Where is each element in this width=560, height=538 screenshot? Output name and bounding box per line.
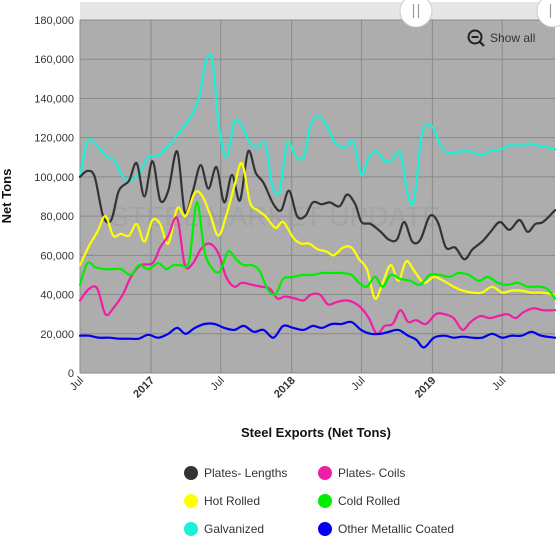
legend-swatch (318, 522, 332, 536)
series-line-plates-lengths[interactable] (78, 149, 557, 261)
legend-item[interactable]: Other Metallic Coated (318, 522, 454, 536)
x-tick-label: Jul (490, 375, 508, 393)
y-axis-ticks: 0 20,000 40,000 60,000 80,000 100,000 120,000 1… (34, 15, 74, 380)
series-line-hot-rolled[interactable] (78, 161, 557, 300)
x-tick-label: 2017 (131, 375, 157, 401)
legend-item[interactable]: Plates- Coils (318, 466, 405, 480)
y-tick-label: 20,000 (40, 329, 74, 341)
legend-label: Other Metallic Coated (338, 522, 454, 536)
x-axis-title: Steel Exports (Net Tons) (241, 425, 391, 440)
legend-label: Plates- Lengths (204, 466, 287, 480)
y-tick-label: 60,000 (40, 250, 74, 262)
y-axis-title: Net Tons (0, 169, 14, 224)
y-tick-label: 180,000 (34, 15, 74, 27)
x-tick-label: Jul (349, 375, 367, 393)
legend-swatch (318, 466, 332, 480)
series-line-galvanized[interactable] (78, 52, 557, 206)
y-tick-label: 140,000 (34, 93, 74, 105)
legend-swatch (184, 466, 198, 480)
navigator-right-handle[interactable] (536, 0, 560, 28)
y-tick-label: 100,000 (34, 172, 74, 184)
x-tick-label: 2018 (272, 375, 298, 401)
y-tick-label: 120,000 (34, 133, 74, 145)
show-all-button[interactable]: Show all (462, 27, 546, 49)
series-line-plates-coils[interactable] (78, 216, 557, 335)
legend-label: Cold Rolled (338, 494, 400, 508)
legend-label: Galvanized (204, 522, 264, 536)
series-line-other-metallic-coated[interactable] (78, 320, 557, 349)
y-tick-label: 80,000 (40, 211, 74, 223)
legend-swatch (184, 494, 198, 508)
legend-item[interactable]: Plates- Lengths (184, 466, 287, 480)
legend-swatch (184, 522, 198, 536)
legend-label: Plates- Coils (338, 466, 405, 480)
x-tick-label: 2019 (413, 375, 439, 401)
x-tick-label: Jul (208, 375, 226, 393)
navigator-left-handle[interactable] (399, 0, 433, 28)
legend: Plates- Lengths Plates- Coils Hot Rolled Co… (184, 466, 454, 536)
y-tick-label: 40,000 (40, 290, 74, 302)
legend-swatch (318, 494, 332, 508)
series-line-cold-rolled[interactable] (78, 201, 557, 300)
show-all-label: Show all (490, 31, 535, 45)
legend-item[interactable]: Hot Rolled (184, 494, 260, 508)
navigator-track[interactable] (80, 2, 555, 20)
y-tick-label: 0 (68, 368, 74, 380)
zoom-out-icon (467, 29, 485, 47)
legend-item[interactable]: Galvanized (184, 522, 264, 536)
y-tick-label: 160,000 (34, 54, 74, 66)
legend-item[interactable]: Cold Rolled (318, 494, 400, 508)
legend-label: Hot Rolled (204, 494, 260, 508)
x-axis-ticks: Jul 2017 Jul 2018 Jul 2019 Jul (68, 375, 509, 401)
series-layer (78, 52, 557, 349)
